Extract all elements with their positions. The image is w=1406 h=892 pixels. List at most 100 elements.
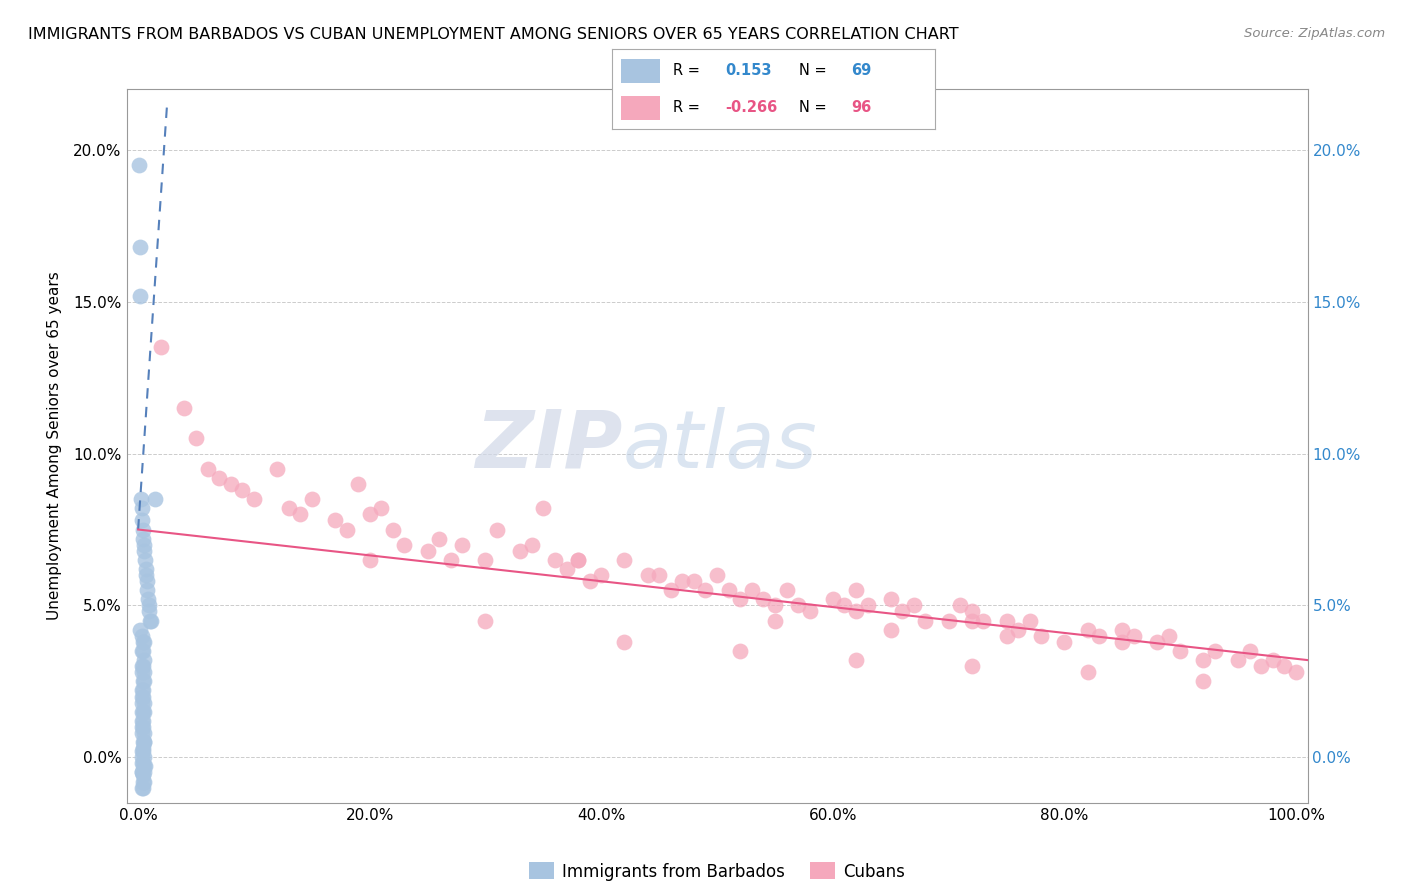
Point: [613, 635, 636, 649]
Point: [134, 553, 156, 567]
Point: [1192, 653, 1215, 667]
Point: [903, 599, 925, 613]
Point: [845, 605, 868, 619]
Point: [132, 696, 155, 710]
Point: [139, 614, 162, 628]
Point: [972, 614, 994, 628]
Point: [132, 741, 155, 756]
Point: [132, 538, 155, 552]
Point: [427, 532, 450, 546]
Point: [394, 538, 416, 552]
Point: [132, 735, 155, 749]
Point: [131, 683, 153, 698]
Point: [132, 683, 155, 698]
Point: [132, 644, 155, 658]
Point: [1274, 659, 1296, 673]
Point: [1168, 644, 1191, 658]
Point: [359, 553, 381, 567]
Point: [132, 690, 155, 704]
Point: [132, 659, 155, 673]
Point: [1192, 674, 1215, 689]
Point: [135, 574, 157, 588]
Point: [544, 553, 567, 567]
Point: [949, 599, 972, 613]
Point: [132, 774, 155, 789]
Point: [231, 483, 253, 497]
Point: [132, 750, 155, 764]
Point: [683, 574, 706, 588]
Point: [381, 523, 404, 537]
Point: [131, 696, 153, 710]
FancyBboxPatch shape: [621, 59, 661, 83]
Point: [132, 532, 155, 546]
Point: [706, 568, 728, 582]
Point: [131, 501, 153, 516]
Point: [132, 705, 155, 719]
Point: [131, 690, 153, 704]
Point: [821, 592, 844, 607]
Point: [138, 605, 160, 619]
Text: Source: ZipAtlas.com: Source: ZipAtlas.com: [1244, 27, 1385, 40]
Point: [671, 574, 693, 588]
Point: [131, 780, 153, 795]
Point: [1077, 665, 1099, 680]
Point: [695, 583, 717, 598]
Point: [741, 583, 763, 598]
Point: [648, 568, 671, 582]
Text: 96: 96: [851, 100, 872, 115]
Point: [799, 605, 821, 619]
Point: [555, 562, 578, 576]
Point: [416, 543, 439, 558]
Point: [531, 501, 554, 516]
Point: [128, 158, 150, 172]
Point: [474, 614, 496, 628]
Point: [834, 599, 856, 613]
Point: [717, 583, 740, 598]
Point: [132, 759, 155, 773]
Point: [129, 623, 152, 637]
Point: [277, 501, 299, 516]
Point: [135, 568, 157, 582]
Point: [132, 523, 155, 537]
Point: [637, 568, 659, 582]
Point: [131, 714, 153, 728]
Point: [567, 553, 589, 567]
Point: [301, 492, 323, 507]
Point: [1018, 614, 1040, 628]
Point: [613, 553, 636, 567]
Point: [132, 735, 155, 749]
Point: [131, 750, 153, 764]
Point: [440, 553, 463, 567]
Text: 0.153: 0.153: [725, 63, 772, 78]
Point: [520, 538, 543, 552]
Point: [880, 623, 903, 637]
Point: [131, 629, 153, 643]
Point: [138, 614, 160, 628]
Point: [131, 513, 153, 527]
Point: [132, 735, 155, 749]
Point: [132, 665, 155, 680]
Point: [775, 583, 797, 598]
Point: [131, 765, 153, 780]
Text: ZIP: ZIP: [475, 407, 623, 485]
FancyBboxPatch shape: [621, 95, 661, 120]
Point: [995, 614, 1018, 628]
Point: [1285, 665, 1308, 680]
Point: [1250, 659, 1272, 673]
Point: [1007, 623, 1029, 637]
Point: [136, 592, 159, 607]
Point: [891, 605, 914, 619]
Point: [1077, 623, 1099, 637]
Point: [131, 644, 153, 658]
Point: [960, 614, 983, 628]
Point: [131, 765, 153, 780]
Point: [578, 574, 600, 588]
Point: [150, 340, 173, 354]
Point: [1227, 653, 1250, 667]
Point: [132, 765, 155, 780]
Point: [129, 288, 152, 302]
Point: [1157, 629, 1180, 643]
Point: [132, 756, 155, 771]
Point: [451, 538, 474, 552]
Point: [995, 629, 1018, 643]
